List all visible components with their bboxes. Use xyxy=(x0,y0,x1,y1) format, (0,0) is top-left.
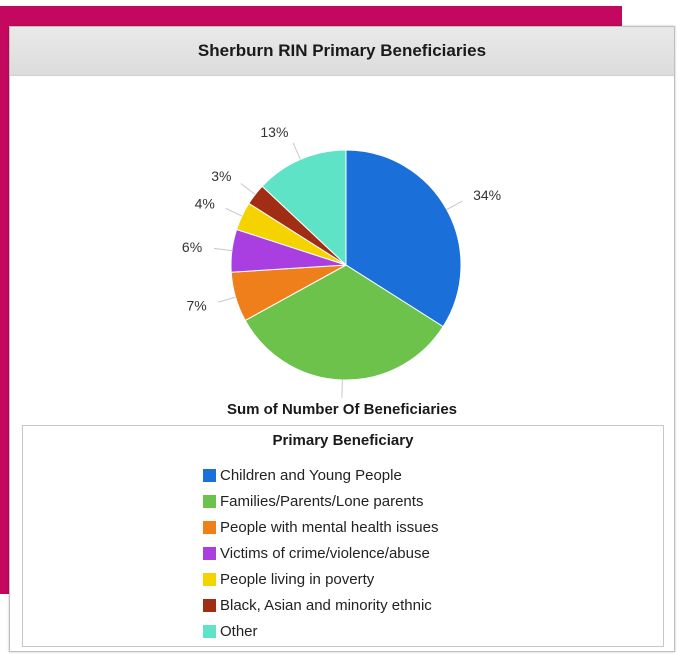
slice-percent-label-2: 7% xyxy=(187,297,207,313)
slice-percent-label-4: 4% xyxy=(195,195,215,211)
slice-percent-label-0: 34% xyxy=(473,187,501,203)
legend-swatch-1 xyxy=(203,494,216,508)
legend-item-3: Victims of crime/violence/abuse xyxy=(203,540,438,566)
legend-title: Primary Beneficiary xyxy=(272,432,414,449)
slice-percent-label-5: 3% xyxy=(211,168,231,184)
slice-percent-label-6: 13% xyxy=(260,124,288,140)
legend-swatch-2 xyxy=(203,520,216,534)
legend-item-0: Children and Young People xyxy=(203,462,438,488)
legend-label-1: Families/Parents/Lone parents xyxy=(220,492,424,510)
slice-percent-label-3: 6% xyxy=(182,239,202,255)
legend-label-6: Other xyxy=(220,622,258,640)
legend-swatch-6 xyxy=(203,624,216,638)
legend-swatch-4 xyxy=(203,572,216,586)
legend-item-6: Other xyxy=(203,618,438,644)
slice-leader-line-1 xyxy=(341,379,343,398)
slice-leader-line-0 xyxy=(446,200,463,211)
chart-title: Sherburn RIN Primary Beneficiaries xyxy=(10,27,674,76)
legend-swatch-5 xyxy=(203,598,216,612)
legend-label-3: Victims of crime/violence/abuse xyxy=(220,544,430,562)
measure-title: Sum of Number Of Beneficiaries xyxy=(226,401,458,418)
legend-item-2: People with mental health issues xyxy=(203,514,438,540)
legend-list: Children and Young People Families/Parent… xyxy=(203,462,438,644)
slice-leader-line-4 xyxy=(225,207,243,217)
legend-swatch-3 xyxy=(203,546,216,560)
slice-leader-line-2 xyxy=(218,296,236,303)
legend-swatch-0 xyxy=(203,468,216,482)
legend-label-0: Children and Young People xyxy=(220,466,402,484)
legend-item-4: People living in poverty xyxy=(203,566,438,592)
slice-leader-line-5 xyxy=(240,183,256,195)
slice-leader-line-3 xyxy=(213,247,232,252)
slice-leader-line-6 xyxy=(292,142,301,160)
pie-chart: 34% 33% 7% 6% 4% 3% 13% xyxy=(182,124,501,405)
legend: Primary Beneficiary Children and Young P… xyxy=(22,425,664,647)
chart-panel: Sherburn RIN Primary Beneficiaries 34% 33… xyxy=(9,26,675,652)
pie-slice-6 xyxy=(261,149,347,267)
slice-percent-label-1: 33% xyxy=(327,402,355,405)
legend-label-2: People with mental health issues xyxy=(220,518,439,536)
legend-label-4: People living in poverty xyxy=(220,570,375,588)
legend-label-5: Black, Asian and minority ethnic xyxy=(220,596,432,614)
legend-item-5: Black, Asian and minority ethnic xyxy=(203,592,438,618)
legend-item-1: Families/Parents/Lone parents xyxy=(203,488,438,514)
